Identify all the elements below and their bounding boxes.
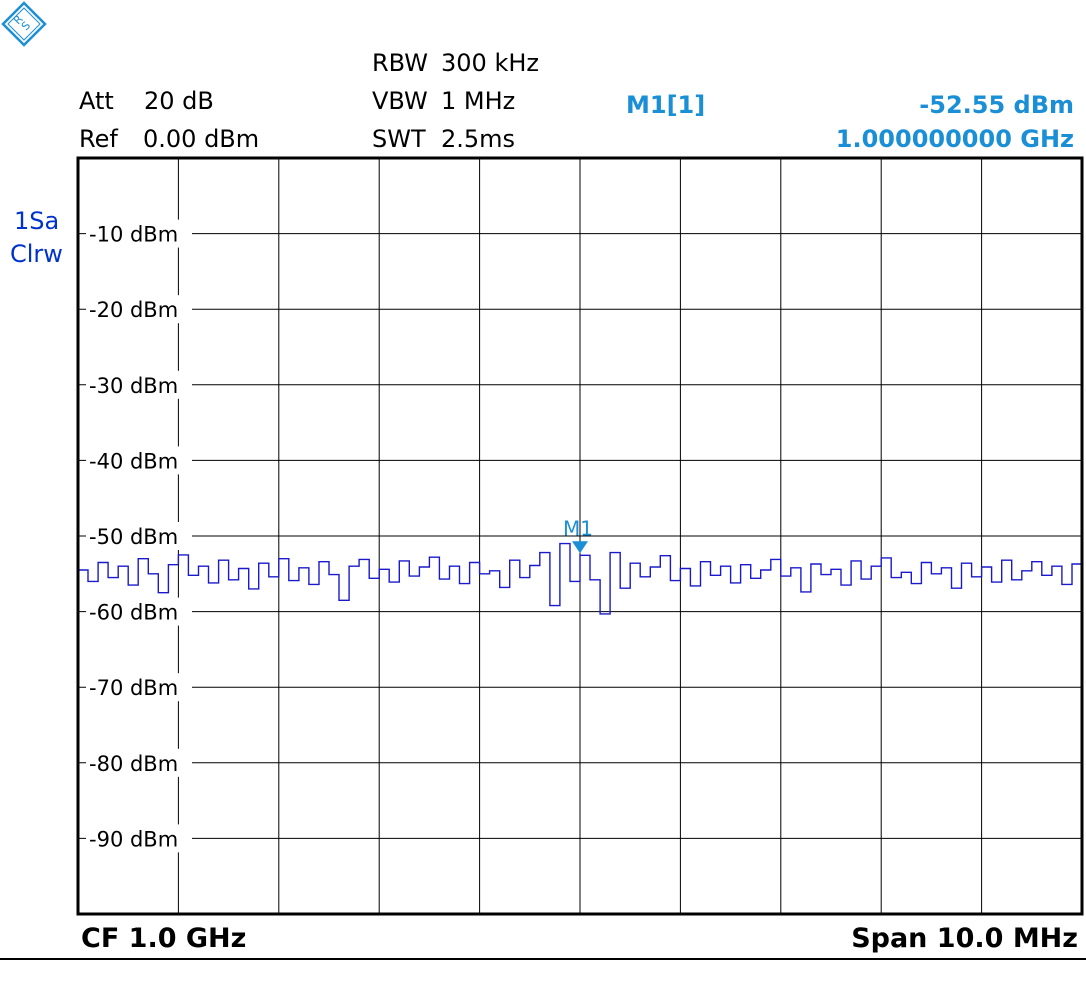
att-label: Att xyxy=(79,87,114,115)
swt-value: 2.5ms xyxy=(441,125,516,153)
marker-triangle xyxy=(572,541,588,554)
y-tick-label: -10 dBm xyxy=(89,223,178,247)
y-tick-label-background xyxy=(86,219,192,248)
y-tick-label-background xyxy=(86,597,192,626)
bottom-divider xyxy=(0,958,1086,960)
trace-info-line2: Clrw xyxy=(10,240,63,268)
y-tick-label: -40 dBm xyxy=(89,449,178,473)
y-tick-labels: -10 dBm -20 dBm -30 dBm -40 dBm -50 dBm -60 d… xyxy=(86,219,192,853)
y-tick-label: -30 dBm xyxy=(89,374,178,398)
marker-layer: M1 xyxy=(563,516,593,554)
rbw-label: RBW xyxy=(372,49,429,77)
plot-grid xyxy=(78,158,1082,914)
plot-frame xyxy=(76,156,1084,916)
y-tick-label-background xyxy=(86,295,192,324)
ref-label: Ref xyxy=(79,125,118,153)
frequency-span: Span 10.0 MHz xyxy=(851,923,1078,954)
marker-name: M1[1] xyxy=(626,91,706,119)
y-tick-label: -90 dBm xyxy=(89,827,178,851)
y-tick-label-background xyxy=(86,522,192,550)
rbw-value: 300 kHz xyxy=(441,49,539,77)
y-tick-label-background xyxy=(86,370,192,399)
y-tick-label: -20 dBm xyxy=(89,298,178,322)
trace-info-line1: 1Sa xyxy=(14,207,60,235)
marker-label: M1 xyxy=(563,516,593,540)
y-tick-label-background xyxy=(86,748,192,777)
vbw-label: VBW xyxy=(372,87,428,115)
rohde-schwarz-logo-icon: R S xyxy=(1,1,47,47)
y-tick-label-background xyxy=(86,446,192,475)
y-tick-label: -80 dBm xyxy=(89,752,178,776)
marker-level: -52.55 dBm xyxy=(919,91,1074,119)
ref-value: 0.00 dBm xyxy=(143,125,260,153)
vbw-value: 1 MHz xyxy=(441,87,516,115)
att-value: 20 dB xyxy=(144,87,214,115)
marker-frequency: 1.000000000 GHz xyxy=(835,125,1074,153)
y-tick-label-background xyxy=(86,824,192,853)
spectrum-trace-line xyxy=(78,542,1083,615)
swt-label: SWT xyxy=(372,125,426,153)
y-tick-label: -70 dBm xyxy=(89,676,178,700)
y-tick-label-background xyxy=(86,673,192,702)
y-tick-label: -60 dBm xyxy=(89,601,178,625)
center-frequency: CF 1.0 GHz xyxy=(81,923,247,954)
y-tick-label: -50 dBm xyxy=(89,525,178,549)
